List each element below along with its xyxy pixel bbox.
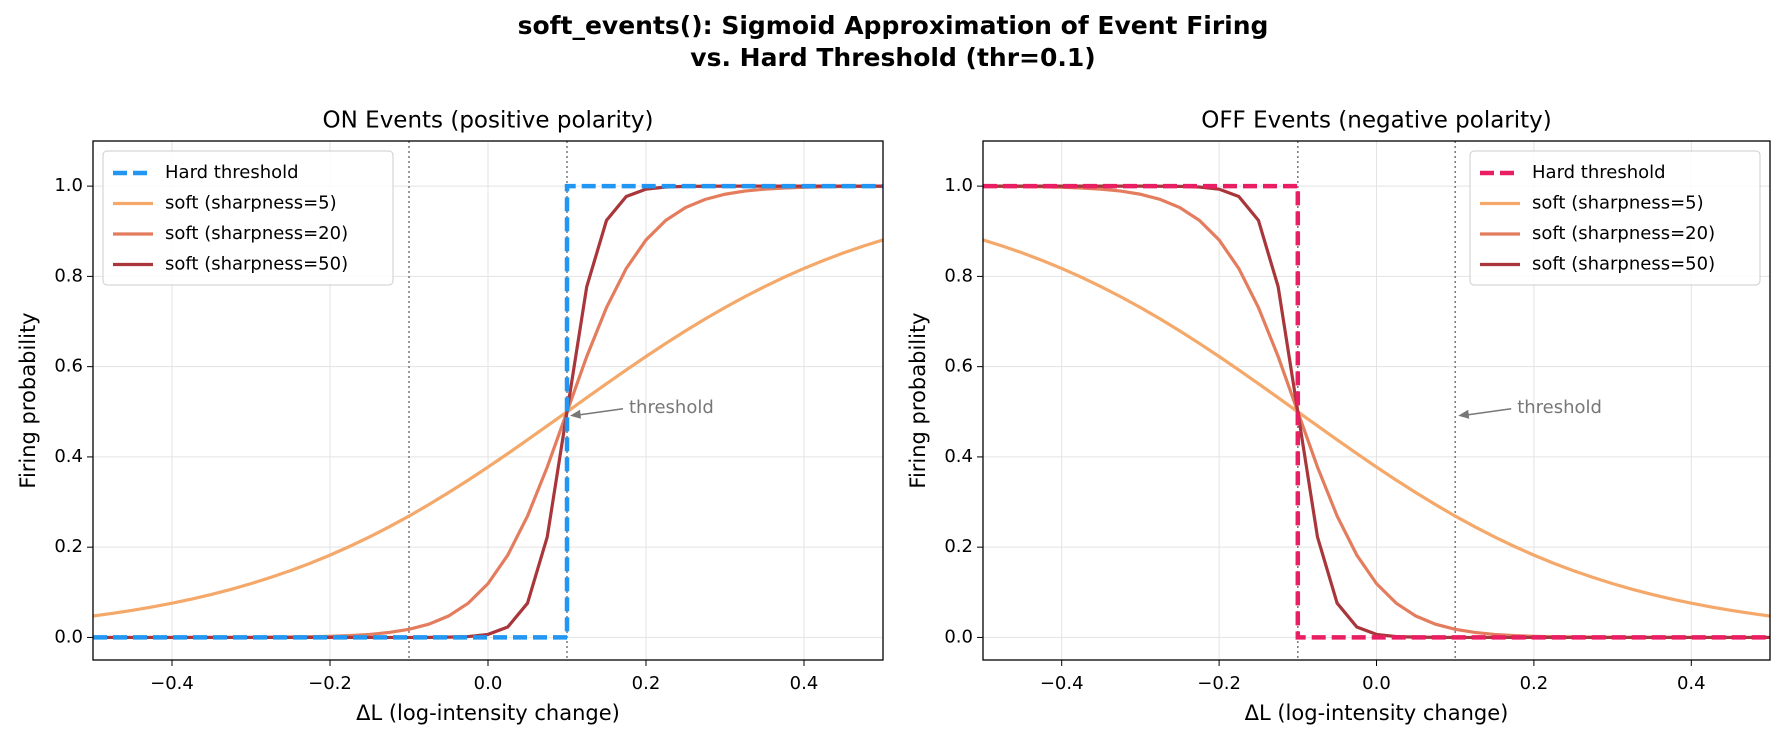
series-line: [983, 238, 1770, 618]
legend-box: [102, 150, 394, 286]
y-tick-label: 0.0: [54, 626, 83, 647]
series-line: [93, 238, 883, 618]
y-tick-label: 0.4: [944, 446, 973, 467]
legend-label: Hard threshold: [1532, 162, 1666, 183]
x-tick-label: 0.0: [474, 673, 503, 694]
y-tick-label: 0.6: [54, 356, 83, 377]
y-tick-label: 0.2: [54, 536, 83, 557]
axes-title: ON Events (positive polarity): [323, 108, 654, 134]
legend-label: soft (sharpness=5): [165, 193, 337, 214]
figure-title: soft_events(): Sigmoid Approximation of …: [518, 11, 1269, 40]
y-axis-label: Firing probability: [16, 312, 40, 488]
plot-area: [983, 183, 1770, 640]
series-line: [93, 183, 883, 640]
x-tick-label: 0.0: [1362, 673, 1391, 694]
y-tick-label: 0.8: [54, 265, 83, 286]
x-tick-label: −0.4: [1040, 673, 1084, 694]
y-tick-label: 0.4: [54, 446, 83, 467]
y-tick-label: 0.0: [944, 626, 973, 647]
y-tick-label: 0.8: [944, 265, 973, 286]
annotation-arrowhead: [570, 409, 581, 419]
legend-box: [1469, 150, 1761, 286]
x-tick-label: 0.2: [632, 673, 661, 694]
x-tick-label: −0.2: [308, 673, 352, 694]
figure-title: vs. Hard Threshold (thr=0.1): [690, 43, 1095, 72]
x-tick-label: 0.4: [1677, 673, 1706, 694]
x-tick-label: 0.2: [1520, 673, 1549, 694]
legend-label: soft (sharpness=50): [165, 254, 348, 275]
axes-title: OFF Events (negative polarity): [1201, 108, 1552, 134]
legend-label: soft (sharpness=50): [1532, 254, 1715, 275]
annotation-arrowhead: [1458, 409, 1470, 419]
axes-frame: [982, 140, 1771, 661]
legend-label: soft (sharpness=20): [1532, 223, 1715, 244]
legend-label: Hard threshold: [165, 162, 299, 183]
y-tick-label: 1.0: [54, 175, 83, 196]
x-tick-label: 0.4: [790, 673, 819, 694]
x-tick-label: −0.4: [150, 673, 194, 694]
x-axis-label: ΔL (log-intensity change): [356, 701, 620, 725]
legend-label: soft (sharpness=5): [1532, 193, 1704, 214]
axes-frame: [92, 140, 884, 661]
legend-label: soft (sharpness=20): [165, 223, 348, 244]
x-axis-label: ΔL (log-intensity change): [1245, 701, 1509, 725]
plot-area: [93, 183, 883, 640]
annotation: threshold: [1517, 397, 1602, 418]
y-axis-label: Firing probability: [906, 312, 930, 488]
annotation-arrow: [1461, 408, 1512, 417]
y-tick-label: 0.6: [944, 356, 973, 377]
x-tick-label: −0.2: [1197, 673, 1241, 694]
y-tick-label: 0.2: [944, 536, 973, 557]
y-tick-label: 1.0: [944, 175, 973, 196]
annotation-arrow: [572, 408, 624, 417]
annotation: threshold: [629, 397, 714, 418]
series-line: [983, 183, 1770, 640]
